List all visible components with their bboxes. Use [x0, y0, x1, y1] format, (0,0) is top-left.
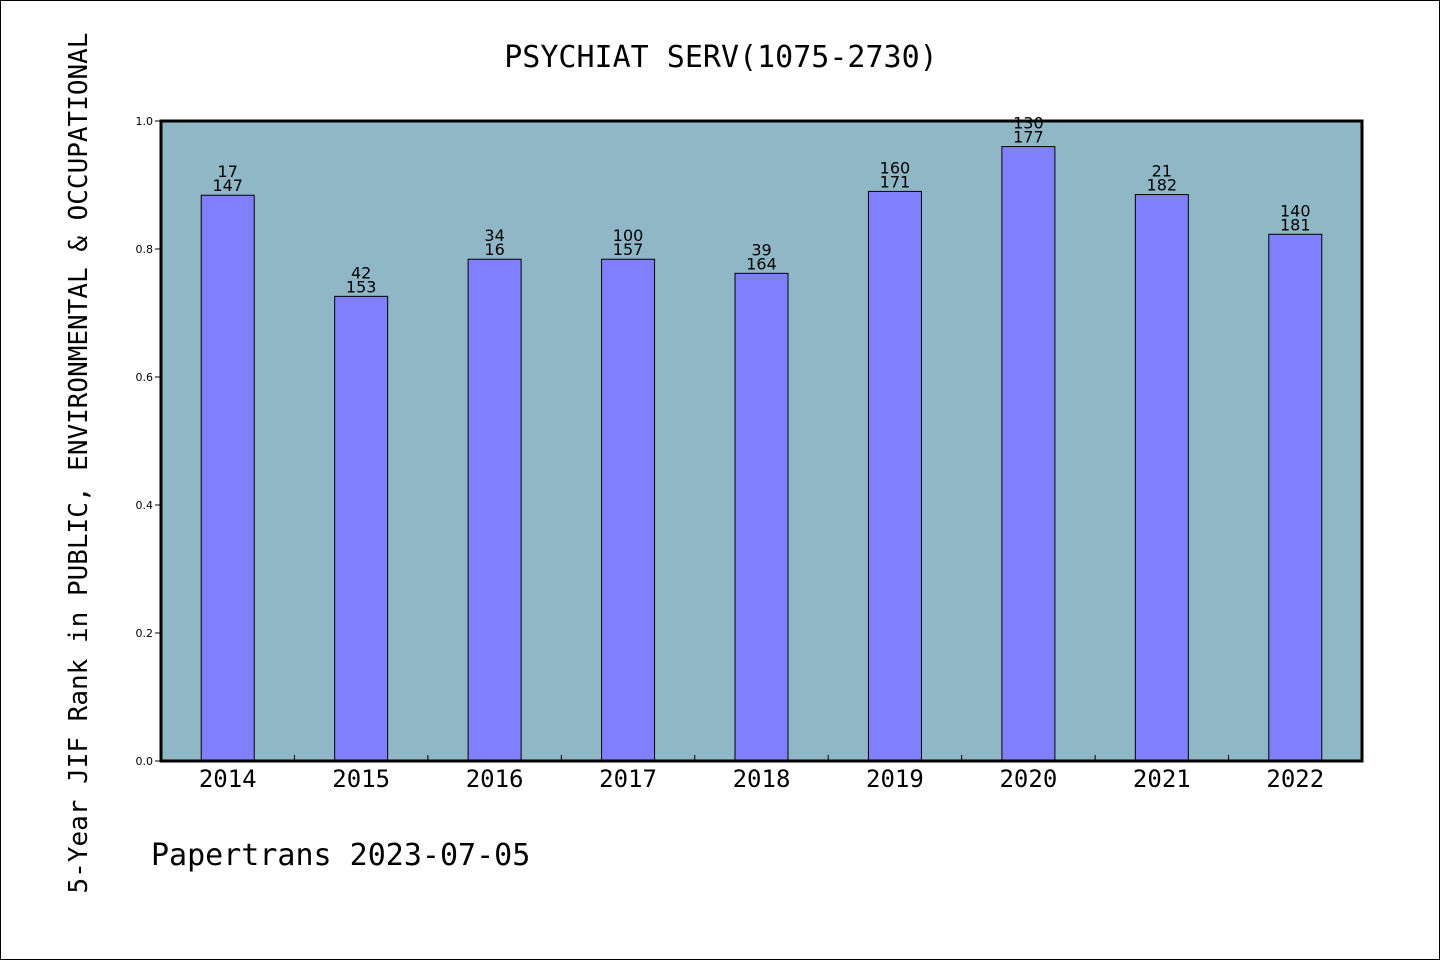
y-tick-label: 0.8 — [136, 243, 154, 256]
bar-2018 — [734, 272, 789, 762]
bar-label-top: 21 — [1152, 162, 1172, 181]
bar-label-bottom: 171 — [880, 172, 911, 191]
bar-2022 — [1268, 233, 1323, 762]
bar-2017 — [601, 258, 656, 762]
y-tick-label: 1.0 — [136, 115, 154, 128]
footer-watermark: Papertrans 2023-07-05 — [151, 838, 530, 873]
y-axis-label: 5-Year JIF Rank in PUBLIC, ENVIRONMENTAL… — [64, 33, 94, 894]
bar-2014 — [200, 194, 255, 762]
bar-2016 — [467, 258, 522, 762]
bar-label-top: 42 — [351, 263, 371, 282]
bar-2015 — [334, 295, 389, 762]
bar-label-top: 39 — [751, 240, 771, 259]
bar-2019 — [867, 190, 922, 762]
y-tick-label: 0.6 — [136, 371, 154, 384]
bar-label-bottom: 16 — [484, 240, 504, 259]
bar-label-top: 160 — [880, 158, 911, 177]
bar-label-top: 17 — [218, 162, 238, 181]
bar-label-bottom: 164 — [746, 254, 777, 273]
bar-label-bottom: 181 — [1280, 215, 1311, 234]
bar-2020 — [1001, 146, 1056, 762]
x-tick-label: 2016 — [466, 765, 524, 793]
chart-title: PSYCHIAT SERV(1075-2730) — [504, 40, 937, 75]
bars — [200, 146, 1323, 762]
bar-label-bottom: 147 — [212, 176, 243, 195]
x-tick-label: 2017 — [599, 765, 657, 793]
x-tick-label: 2021 — [1133, 765, 1191, 793]
bar-2021 — [1134, 194, 1189, 762]
bar-label-top: 140 — [1280, 201, 1311, 220]
bar-label-bottom: 153 — [346, 277, 377, 296]
bar-label-bottom: 182 — [1147, 176, 1178, 195]
bar-label-top: 100 — [613, 226, 644, 245]
plot-border — [159, 119, 1364, 763]
y-tick-label: 0.2 — [136, 627, 154, 640]
x-tick-label: 2020 — [999, 765, 1057, 793]
x-tick-label: 2014 — [199, 765, 257, 793]
bar-label-top: 130 — [1013, 114, 1044, 133]
y-tick-label: 0.0 — [136, 755, 154, 768]
x-axis: 2014 2015 2016 2017 2018 2019 2020 2021 2022 — [199, 755, 1324, 793]
x-tick-label: 2019 — [866, 765, 924, 793]
bar-label-bottom: 157 — [613, 240, 644, 259]
x-tick-label: 2022 — [1266, 765, 1324, 793]
x-tick-label: 2015 — [332, 765, 390, 793]
bar-label-top: 34 — [484, 226, 504, 245]
y-axis: 0.0 0.2 0.4 0.6 0.8 1.0 — [136, 115, 161, 768]
x-tick-label: 2018 — [733, 765, 791, 793]
y-tick-label: 0.4 — [136, 499, 154, 512]
bar-label-bottom: 177 — [1013, 128, 1044, 147]
